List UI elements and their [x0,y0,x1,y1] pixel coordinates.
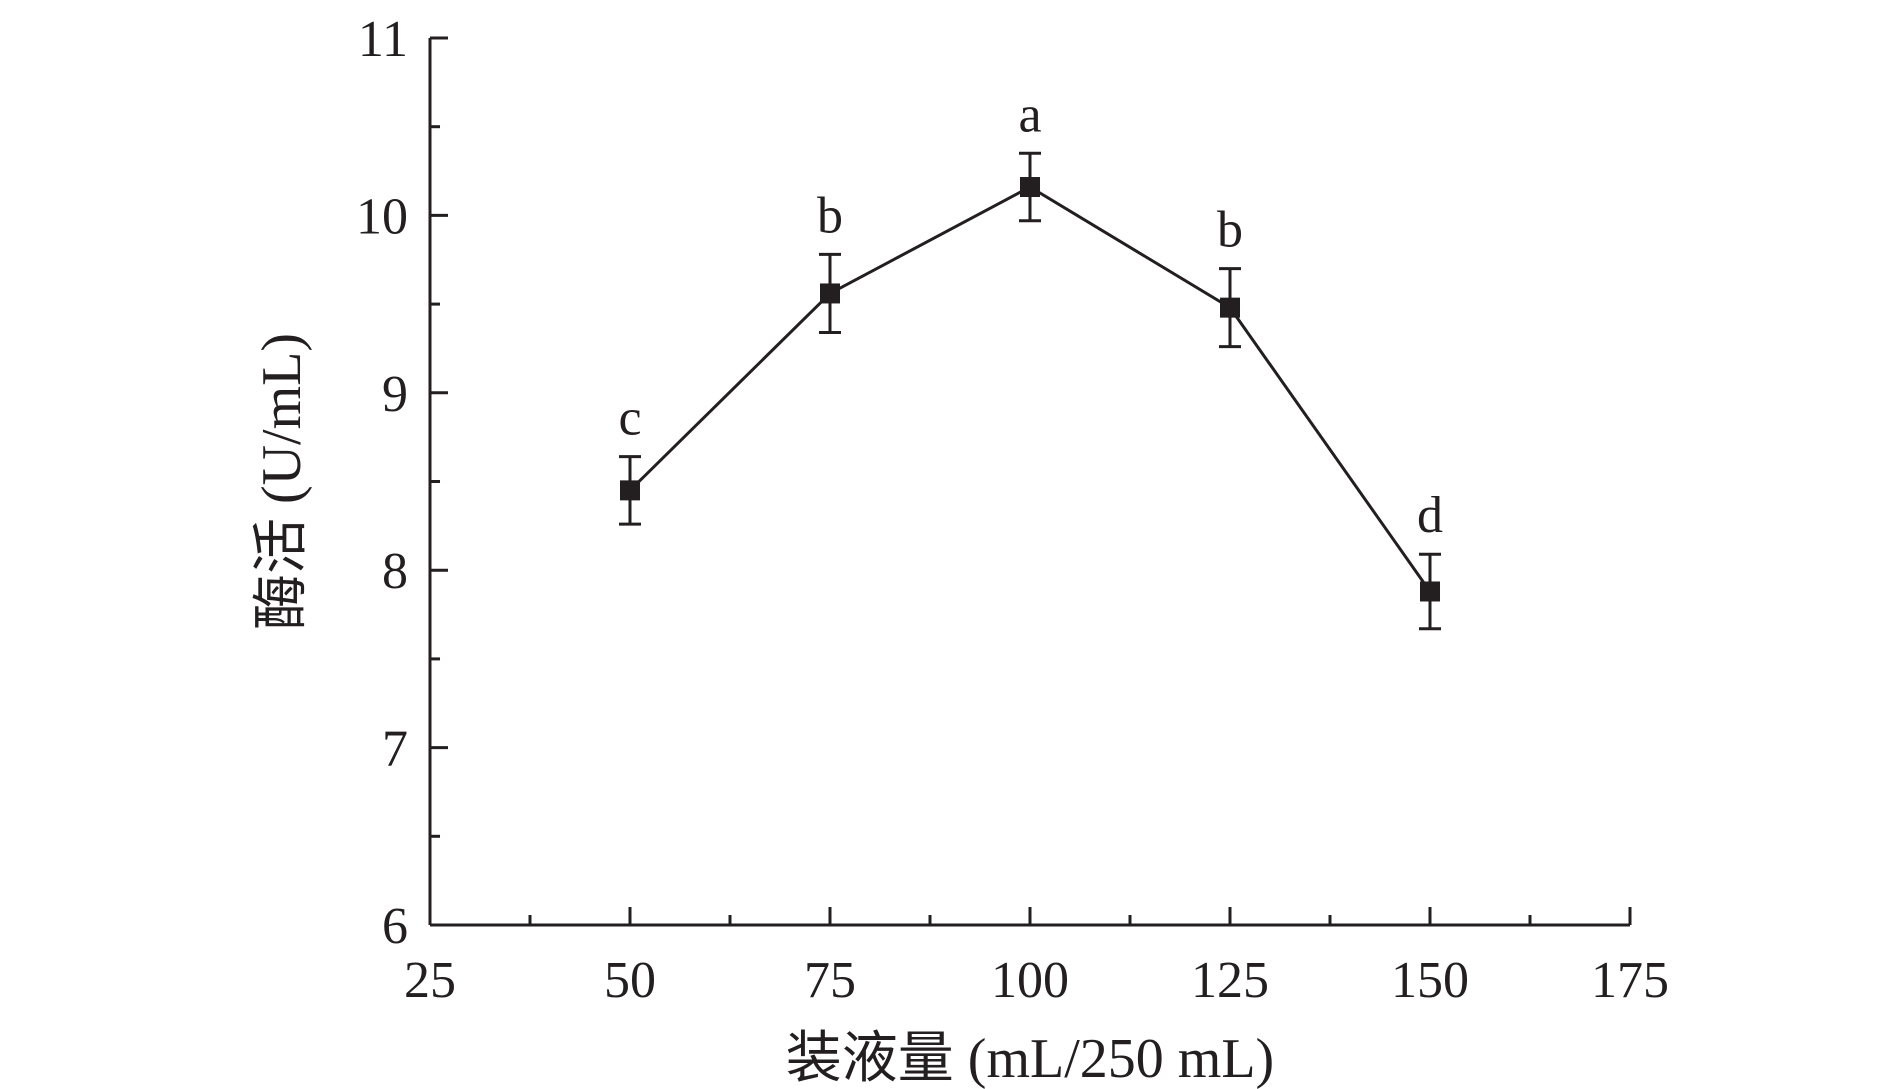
x-tick-label: 150 [1391,952,1469,1009]
data-point [1420,581,1440,602]
y-ticks: 6 7 8 9 10 11 [356,11,448,955]
y-axis: 6 7 8 9 10 11 [356,11,448,955]
x-ticks: 25 50 75 100 125 150 175 [404,907,1669,1009]
significance-label: b [1217,202,1243,259]
y-tick-label: 8 [382,543,408,600]
y-tick-label: 11 [358,11,408,68]
y-tick-label: 6 [382,898,408,955]
y-tick-label: 7 [382,721,408,778]
x-tick-label: 75 [804,952,856,1009]
plot-series: c b a b d [618,86,1443,631]
significance-label: b [817,187,843,244]
series-line [628,185,1432,593]
x-tick-label: 175 [1591,952,1669,1009]
x-tick-label: 125 [1191,952,1269,1009]
x-tick-label: 25 [404,952,456,1009]
significance-label: c [618,390,641,447]
x-tick-label: 50 [604,952,656,1009]
x-axis-title: 装液量 (mL/250 mL) [786,1028,1274,1089]
data-point [620,480,640,501]
data-point [1020,177,1040,198]
y-tick-label: 10 [356,188,408,245]
significance-label: a [1018,86,1041,143]
y-axis-title: 酶活 (U/mL) [251,333,313,630]
y-tick-label: 9 [382,366,408,423]
x-tick-label: 100 [991,952,1069,1009]
x-axis: 25 50 75 100 125 150 175 [404,907,1669,1009]
significance-label: d [1417,487,1443,544]
data-point [820,283,840,304]
data-point [1220,297,1240,318]
